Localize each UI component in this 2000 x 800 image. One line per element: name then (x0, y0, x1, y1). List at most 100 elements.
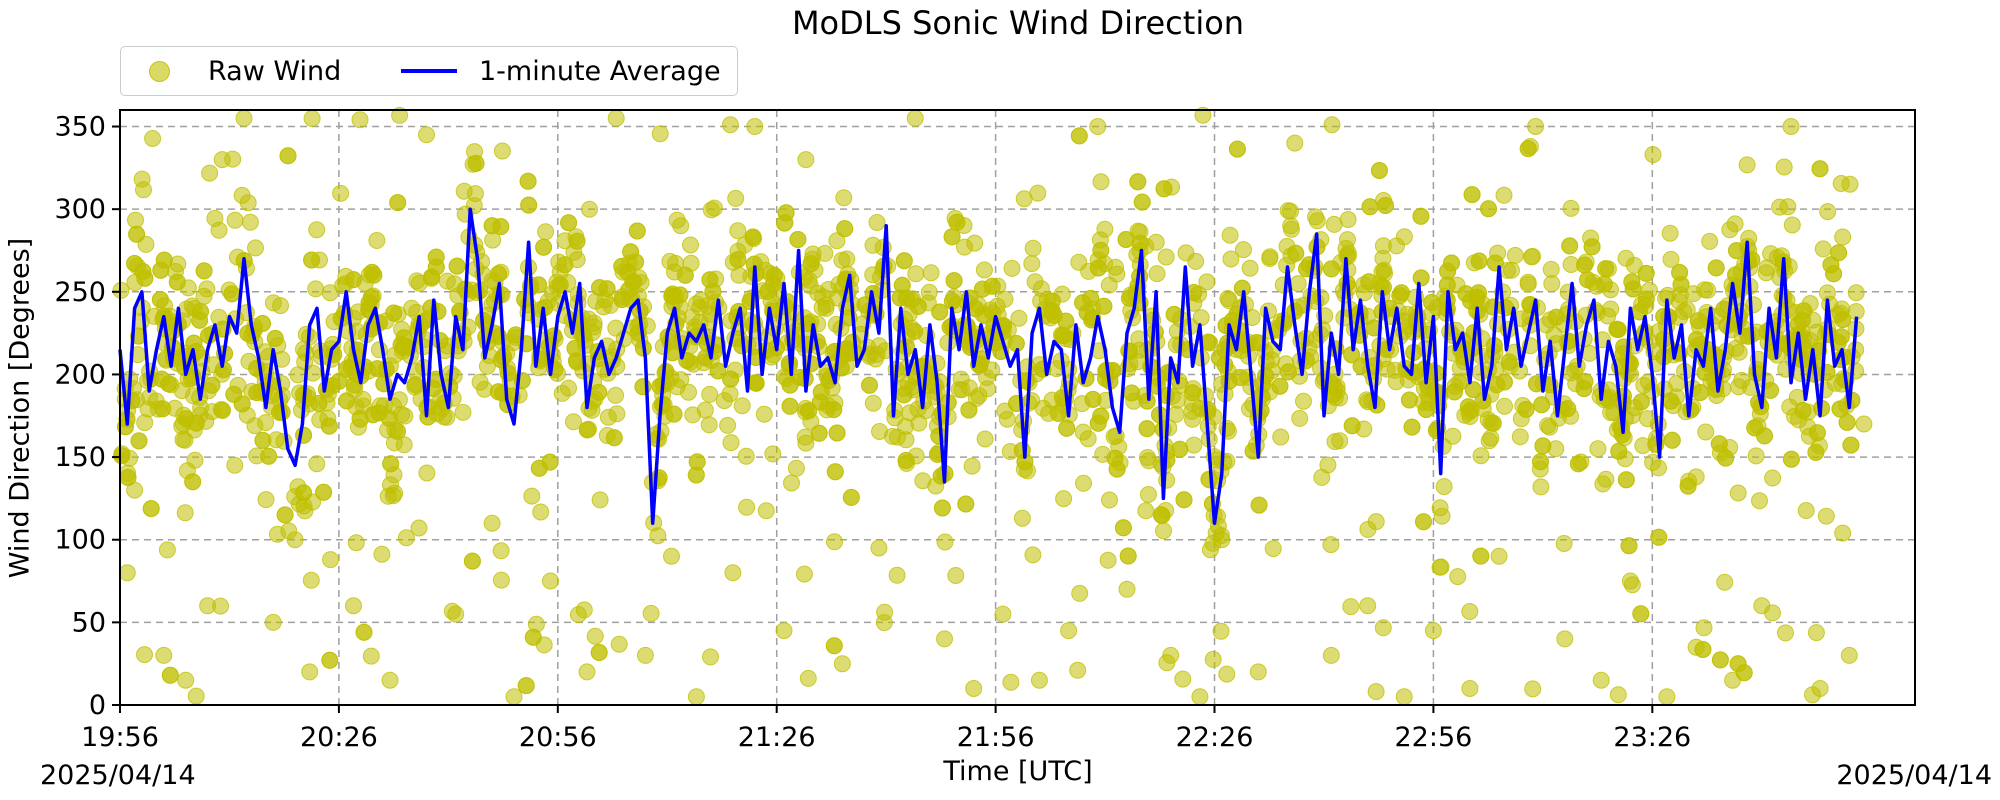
raw-wind-point (1264, 540, 1282, 558)
raw-wind-point (581, 200, 598, 218)
raw-wind-point (895, 252, 913, 270)
raw-wind-point (1638, 410, 1656, 428)
raw-wind-point (939, 334, 957, 352)
raw-wind-point (1617, 471, 1635, 489)
raw-wind-point (118, 564, 136, 582)
legend-item-raw-wind: Raw Wind (149, 47, 341, 95)
raw-wind-point (724, 564, 742, 582)
raw-wind-point (1644, 146, 1662, 164)
raw-wind-point (947, 567, 965, 584)
raw-wind-point (936, 630, 953, 648)
legend-label-raw-wind: Raw Wind (208, 55, 342, 87)
raw-wind-point (789, 231, 807, 248)
raw-wind-point (303, 110, 321, 127)
raw-wind-point (187, 687, 205, 705)
raw-wind-point (956, 238, 973, 256)
raw-wind-point (1449, 568, 1467, 586)
raw-wind-point (1764, 469, 1782, 487)
y-ticks: 0 50 100 150 200 250 300 350 (54, 112, 120, 721)
raw-wind-point (1532, 478, 1550, 496)
raw-wind-point (1519, 275, 1537, 293)
raw-wind-point (719, 416, 737, 434)
raw-wind-point (560, 214, 578, 232)
raw-wind-point (775, 622, 793, 640)
raw-wind-point (1592, 671, 1610, 689)
raw-wind-point (381, 671, 399, 689)
raw-wind-point (289, 366, 307, 384)
raw-wind-point (347, 534, 365, 552)
raw-wind-point (914, 472, 932, 490)
raw-wind-point (254, 315, 271, 332)
raw-wind-point (1431, 499, 1449, 517)
raw-wind-point (1271, 377, 1289, 395)
raw-wind-point (883, 427, 901, 445)
raw-wind-point (168, 273, 186, 291)
raw-wind-point (642, 604, 660, 622)
raw-wind-point (1200, 470, 1218, 488)
chart-title: MoDLS Sonic Wind Direction (791, 4, 1245, 42)
raw-wind-point (463, 552, 481, 570)
raw-wind-point (1210, 349, 1228, 367)
raw-wind-point (315, 483, 333, 501)
raw-wind-point (135, 181, 152, 199)
raw-wind-point (260, 447, 278, 465)
raw-wind-point (551, 276, 569, 294)
raw-wind-point (1342, 598, 1360, 616)
raw-wind-point (696, 401, 714, 419)
raw-wind-point (595, 298, 612, 316)
raw-wind-point (578, 663, 596, 681)
raw-wind-point (154, 400, 172, 418)
raw-wind-point (1060, 622, 1078, 640)
raw-wind-point (746, 118, 764, 135)
raw-wind-point (891, 289, 909, 307)
raw-wind-point (1218, 665, 1236, 683)
raw-wind-point (303, 251, 321, 269)
raw-wind-point (438, 408, 456, 426)
x-axis-label: Time [UTC] (943, 756, 1093, 787)
raw-wind-point (247, 239, 264, 257)
raw-wind-point (1480, 200, 1497, 218)
raw-wind-point (828, 232, 846, 250)
raw-wind-point (1030, 671, 1048, 689)
raw-wind-point (688, 453, 706, 471)
raw-wind-point (1555, 535, 1573, 552)
raw-wind-point (1457, 285, 1475, 303)
raw-wind-point (308, 221, 326, 239)
raw-wind-point (1608, 320, 1626, 338)
raw-wind-point (1562, 199, 1580, 217)
raw-wind-point (201, 164, 219, 182)
raw-wind-point (152, 261, 170, 279)
raw-wind-point (332, 184, 350, 202)
raw-wind-point (1847, 284, 1865, 302)
raw-wind-point (649, 527, 667, 545)
raw-wind-point (471, 373, 489, 391)
raw-wind-point (1834, 524, 1852, 542)
raw-wind-point (1782, 450, 1800, 468)
raw-wind-point (1462, 401, 1480, 419)
raw-wind-point (651, 377, 669, 395)
raw-wind-point (960, 401, 978, 419)
raw-wind-point (142, 500, 160, 518)
legend-marker-average-icon (401, 69, 457, 73)
x-tick-label: 22:56 (1395, 722, 1473, 753)
raw-wind-point (1423, 294, 1441, 311)
raw-wind-point (737, 447, 755, 465)
raw-wind-point (1779, 198, 1797, 216)
raw-wind-point (1054, 327, 1072, 344)
raw-wind-point (136, 646, 153, 664)
raw-wind-point (279, 147, 297, 165)
raw-wind-point (176, 431, 194, 449)
raw-wind-point (134, 263, 152, 280)
raw-wind-point (797, 151, 815, 169)
raw-wind-point (505, 688, 523, 706)
raw-wind-point (1137, 502, 1155, 520)
raw-wind-point (499, 364, 517, 382)
raw-wind-point (1637, 264, 1655, 282)
raw-wind-point (1807, 624, 1825, 642)
raw-wind-point (1757, 264, 1775, 282)
raw-wind-point (523, 487, 541, 505)
legend: Raw Wind 1-minute Average (120, 46, 738, 96)
raw-wind-point (826, 463, 844, 481)
raw-wind-point (1291, 409, 1309, 427)
raw-wind-point (1204, 650, 1222, 668)
